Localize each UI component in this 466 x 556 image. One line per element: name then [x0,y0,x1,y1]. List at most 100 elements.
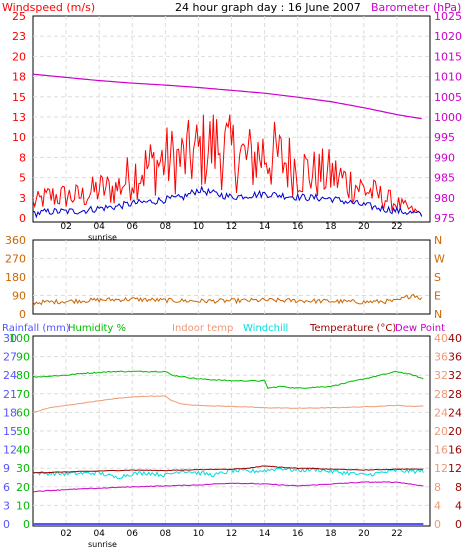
direction-series [32,293,423,306]
temperature-x-tick: 04 [93,529,105,539]
temperature-tick: 16 [448,444,462,457]
temperature-x-tick-labels: 02 04 06 08 10 12 14 16 18 20 22 [60,529,402,539]
barometer-tick: 1025 [434,10,462,23]
indoor-tick: 24 [434,406,448,419]
temperature-tick: 8 [455,481,462,494]
indoor-tick: 16 [434,444,448,457]
barometer-tick: 1015 [434,50,462,63]
wind-x-tick: 02 [60,222,71,232]
humidity-tick: 70 [16,388,30,401]
wind-left-tick: 23 [12,30,26,43]
temperature-x-tick: 18 [325,529,337,539]
temperature-x-tick: 10 [193,529,205,539]
indoor-tick: 28 [434,388,448,401]
direction-grid [33,240,430,314]
barometer-tick: 990 [434,151,455,164]
wind-x-tick: 12 [226,222,237,232]
rainfall-tick: 15 [3,425,17,438]
humidity-tick: 80 [16,369,30,382]
temperature-tick: 28 [448,388,462,401]
temperature-x-tick: 16 [292,529,304,539]
wind-x-tick: 20 [358,222,370,232]
temperature-x-tick: 12 [226,529,237,539]
temperature-tick: 0 [455,518,462,531]
rainfall-tick: 27 [3,351,17,364]
direction-degree-tick: 270 [5,253,26,266]
humidity-tick: 100 [9,332,30,345]
indoor-tick: 12 [434,462,448,475]
temperature-tick: 12 [448,462,462,475]
temperature-tick: 4 [455,499,462,512]
wind-left-tick: 20 [12,50,26,63]
barometer-tick: 1005 [434,91,462,104]
temperature-tick: 24 [448,406,462,419]
direction-degree-tick-labels: 0 90 180 270 360 [5,234,26,321]
temperature-x-tick: 02 [60,529,71,539]
wind-left-tick: 5 [19,172,26,185]
windspeed-average-line [32,185,423,219]
wind-left-tick: 3 [19,192,26,205]
wind-left-tick: 15 [12,91,26,104]
indoor-tick: 0 [434,518,441,531]
temperature-x-tick: 06 [127,529,139,539]
direction-degree-tick: 360 [5,234,26,247]
rainfall-tick: 30 [3,332,17,345]
rainfall-tick: 24 [3,369,17,382]
wind-x-tick: 14 [259,222,271,232]
humidity-tick: 60 [16,406,30,419]
direction-degree-tick: 180 [5,271,26,284]
wind-left-tick: 13 [12,111,26,124]
barometer-tick: 975 [434,212,455,225]
dewpoint-label: Dew Point [395,323,445,334]
wind-series [32,73,423,219]
indoor-tick: 40 [434,332,448,345]
wind-left-tick: 10 [12,131,26,144]
temperature-label: Temperature (°C) [309,323,396,334]
humidity-tick: 10 [16,499,30,512]
wind-grid [33,16,430,218]
direction-compass-tick: W [434,253,445,266]
barometer-line [32,73,422,120]
rainfall-tick: 12 [3,444,17,457]
indoor-temp-line [32,395,424,413]
sunrise-label-top: sunrise [88,233,117,242]
wind-x-tick: 08 [160,222,172,232]
wind-left-tick-labels: 0 3 5 8 10 13 15 18 20 23 25 [12,10,26,225]
direction-compass-tick: N [434,308,442,321]
temperature-tick: 40 [448,332,462,345]
dewpoint-line [32,481,424,493]
wind-x-tick: 16 [292,222,304,232]
humidity-line [32,370,424,390]
windspeed-label: Windspeed (m/s) [2,1,95,14]
rainfall-tick-labels: 0 3 6 9 12 15 18 21 24 27 30 [3,332,17,531]
wind-left-tick: 25 [12,10,26,23]
temperature-tick: 32 [448,369,462,382]
humidity-tick: 30 [16,462,30,475]
indoor-tick: 20 [434,425,448,438]
indoor-tick: 4 [434,499,441,512]
temperature-tick: 36 [448,351,462,364]
direction-degree-tick: 0 [19,308,26,321]
barometer-tick: 1010 [434,71,462,84]
temperature-x-tick: 22 [391,529,402,539]
temperature-tick-labels: 0 4 8 12 16 20 24 28 32 36 40 [448,332,462,531]
rainfall-tick: 0 [3,518,10,531]
rainfall-tick: 6 [3,481,10,494]
direction-degree-tick: 90 [12,290,26,303]
sunrise-label-bottom: sunrise [88,540,117,549]
humidity-tick: 90 [16,351,30,364]
barometer-tick: 985 [434,172,455,185]
humidity-tick: 40 [16,444,30,457]
temperature-series [32,370,424,525]
barometer-tick: 980 [434,192,455,205]
indoor-tick: 32 [434,369,448,382]
rainfall-tick: 21 [3,388,17,401]
temperature-x-tick: 14 [259,529,271,539]
windchill-label: Windchill [243,323,288,334]
barometer-tick: 1000 [434,111,462,124]
rainfall-tick: 18 [3,406,17,419]
barometer-tick-labels: 975 980 985 990 995 1000 1005 1010 1015 1020 1025 [434,10,462,225]
rainfall-tick: 3 [3,499,10,512]
